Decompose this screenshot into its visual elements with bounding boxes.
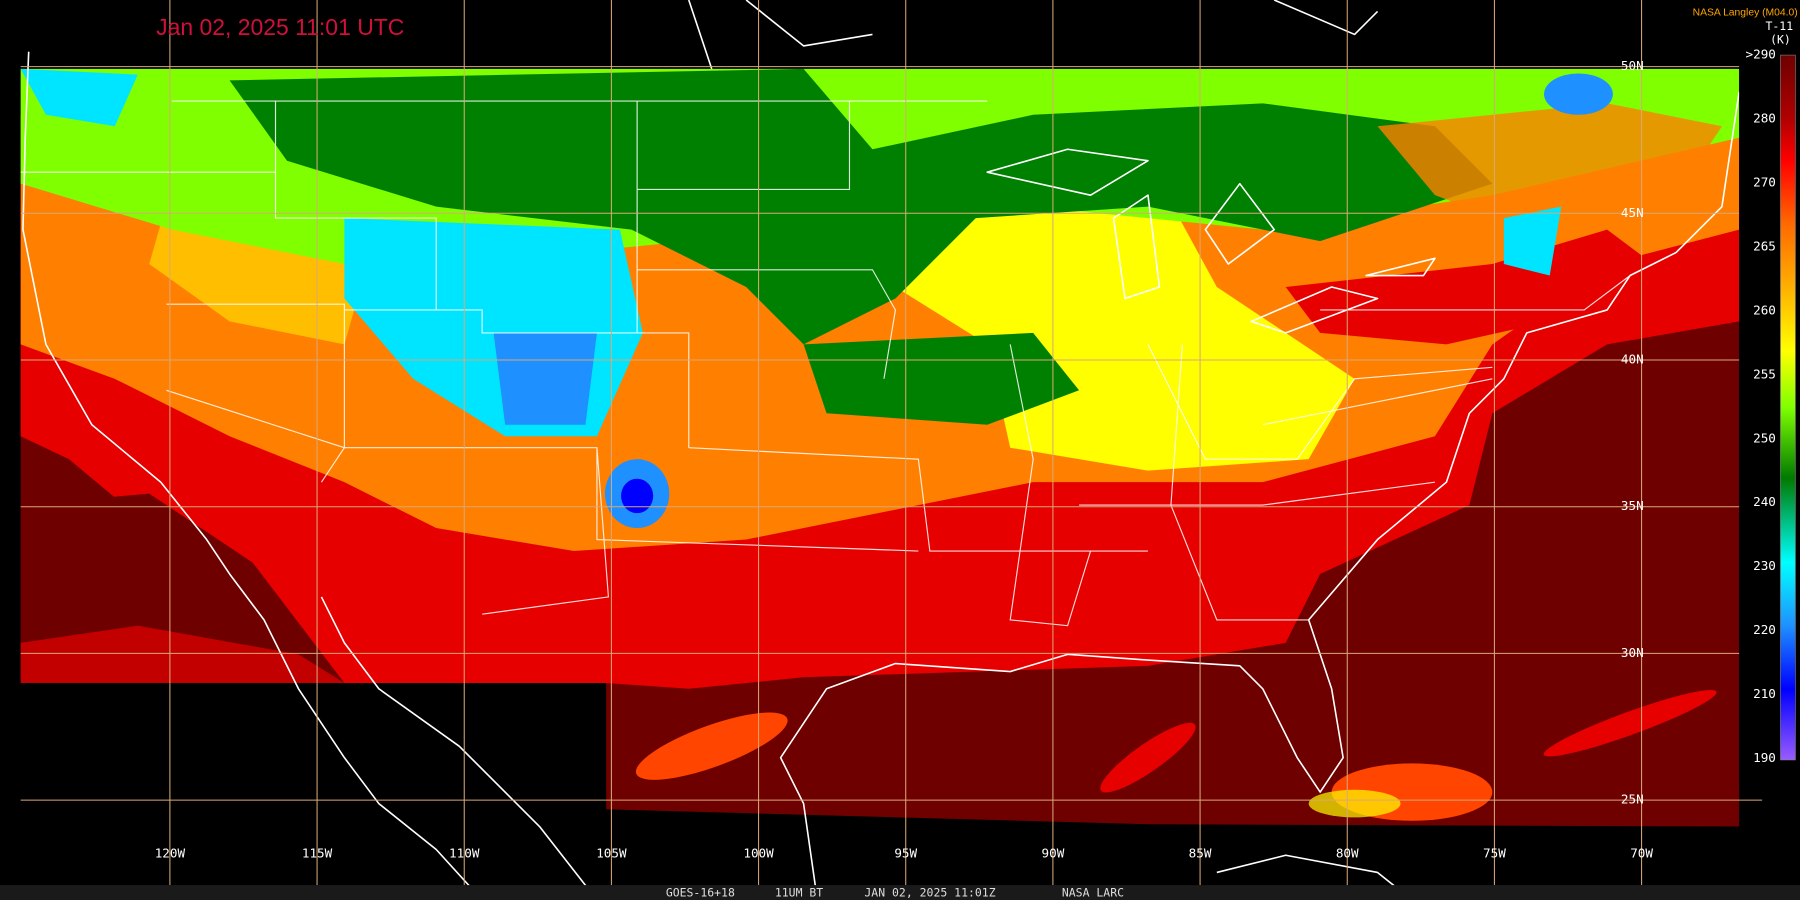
longitude-label: 100W	[743, 846, 774, 861]
colorbar-label: 220	[1753, 622, 1776, 637]
cloud-field	[621, 478, 654, 514]
latitude-label: 25N	[1621, 792, 1644, 807]
imagery	[20, 68, 1740, 827]
cloud-field	[1543, 690, 1717, 757]
credit: NASA Langley (M04.0)	[1693, 7, 1798, 18]
colorbar-label: 240	[1753, 494, 1776, 509]
labels: 50N 45N 40N 35N 30N 25N 120W 115W 110W 105W 100W 95…	[155, 47, 1776, 900]
coastline	[779, 91, 1740, 900]
colorbar-label: 190	[1753, 750, 1776, 765]
great-lakes	[986, 148, 1436, 334]
longitude-label: 85W	[1189, 846, 1212, 861]
graticule	[20, 0, 1763, 886]
longitude-label: 75W	[1483, 846, 1506, 861]
cloud-field	[803, 332, 1080, 425]
footer-text: NASA LARC	[1062, 886, 1124, 900]
footer-bar	[0, 885, 1800, 900]
state-border	[20, 100, 1631, 627]
coastline	[688, 0, 1379, 70]
product: T-11	[1765, 19, 1793, 33]
longitude-label: 105W	[596, 846, 627, 861]
longitude-label: 115W	[302, 846, 333, 861]
footer-text: 11UM BT	[775, 886, 823, 900]
colorbar-label: 280	[1753, 111, 1776, 126]
longitude-label: 110W	[449, 846, 480, 861]
colorbar-label: 230	[1753, 558, 1776, 573]
latitude-label: 45N	[1621, 205, 1644, 220]
state-borders	[20, 100, 1631, 627]
cloud-field	[1308, 789, 1401, 818]
cloud-field	[1285, 229, 1654, 345]
cloud-field	[1503, 206, 1562, 276]
footer-text: JAN 02, 2025 11:01Z	[864, 886, 995, 900]
coastlines	[22, 0, 1740, 900]
cloud-field	[1377, 103, 1722, 230]
unit: (K)	[1770, 33, 1791, 47]
colorbar-label: >290	[1746, 47, 1776, 62]
colorbar-label: 270	[1753, 174, 1776, 189]
cloud-field	[20, 68, 138, 127]
longitude-label: 95W	[894, 846, 917, 861]
timestamp: Jan 02, 2025 11:01 UTC	[156, 14, 404, 40]
footer-text: GOES-16+18	[666, 886, 735, 900]
longitude-label: 80W	[1336, 846, 1359, 861]
coastline	[320, 596, 598, 900]
cloud-field	[1100, 722, 1196, 793]
latitude-label: 40N	[1621, 352, 1644, 367]
colorbar-label: 255	[1753, 366, 1776, 381]
latitude-label: 35N	[1621, 498, 1644, 513]
colorbar	[1780, 54, 1796, 761]
cloud-field	[20, 625, 345, 684]
longitude-label: 70W	[1630, 846, 1653, 861]
cloud-field	[229, 68, 1493, 345]
latitude-label: 50N	[1621, 58, 1644, 73]
latitude-label: 30N	[1621, 645, 1644, 660]
colorbar-label: 210	[1753, 686, 1776, 701]
coastline	[22, 51, 483, 900]
colorbar-label: 265	[1753, 238, 1776, 253]
colorbar-label: 260	[1753, 302, 1776, 317]
colorbar-label: 250	[1753, 430, 1776, 445]
cloud-field	[493, 332, 597, 425]
longitude-label: 90W	[1042, 846, 1065, 861]
longitude-label: 120W	[155, 846, 186, 861]
cloud-field	[1544, 73, 1613, 115]
cloud-field	[635, 712, 788, 780]
